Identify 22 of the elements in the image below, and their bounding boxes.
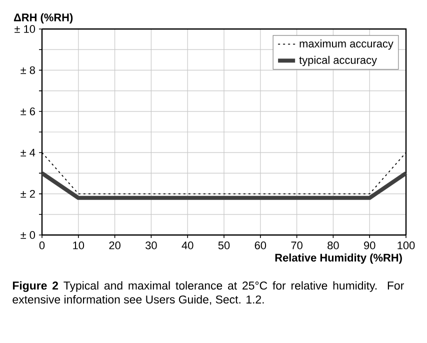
y-tick-label: ± 6 xyxy=(20,108,35,116)
legend-label: maximum accuracy xyxy=(300,39,394,50)
y-tick-label: ± 2 xyxy=(20,190,35,198)
y-tick-label: ± 4 xyxy=(20,148,36,156)
x-tick-label: 90 xyxy=(364,242,376,250)
y-tick-label: ± 0 xyxy=(20,231,36,239)
x-tick-label: 100 xyxy=(398,242,415,250)
x-tick-label: 20 xyxy=(109,242,120,250)
legend-label: typical accuracy xyxy=(299,56,377,66)
text: Figure 2 Typical and maximal tolerance at 25°C for relative humidity. For extensive information see Users Guide, Sect. 1.2. xyxy=(12,281,404,305)
x-tick-label: 50 xyxy=(218,242,230,250)
x-tick-label: 80 xyxy=(328,242,339,250)
x-tick-label: 0 xyxy=(39,242,45,250)
x-tick-label: 30 xyxy=(146,242,157,250)
x-tick-label: 60 xyxy=(254,242,266,250)
y-tick-label: ± 10 xyxy=(14,25,36,33)
x-tick-label: 10 xyxy=(73,242,84,250)
x-axis-title: Relative Humidity (%RH) xyxy=(275,254,402,264)
y-axis-title: ΔRH (%RH) xyxy=(14,13,73,24)
y-tick-label: ± 8 xyxy=(20,66,35,74)
x-tick-label: 40 xyxy=(182,242,194,250)
x-tick-label: 70 xyxy=(291,242,302,250)
